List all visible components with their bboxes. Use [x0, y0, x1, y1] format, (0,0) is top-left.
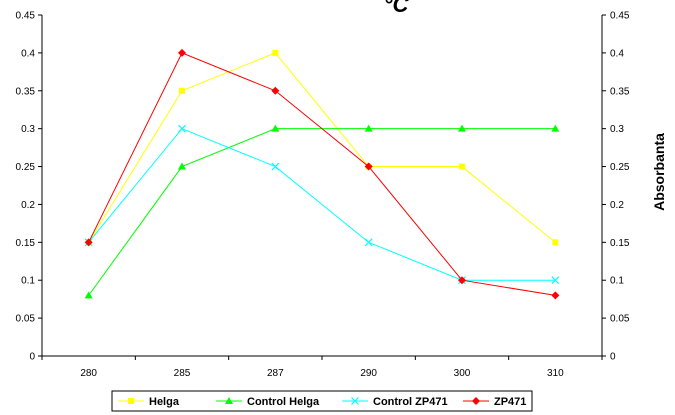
data-point-zp471	[458, 276, 466, 285]
y-tick-label-right: 0.25	[610, 162, 630, 173]
y-tick-label-left: 0	[29, 352, 35, 363]
series-control-zp471	[84, 124, 560, 285]
series-line-helga	[88, 52, 556, 243]
x-tick-label: 280	[80, 368, 97, 379]
data-point-control-helga	[84, 291, 93, 299]
legend-swatch-marker	[472, 397, 480, 405]
data-point-control-zp471	[364, 238, 373, 247]
data-point-helga	[272, 49, 279, 56]
legend-label: Control Helga	[247, 396, 320, 408]
data-point-control-zp471	[551, 276, 560, 285]
data-point-helga	[179, 87, 185, 94]
x-tick-label: 285	[174, 368, 191, 379]
y-tick-label-left: 0.05	[16, 314, 36, 325]
y-tick-label-right: 0.4	[610, 48, 624, 59]
y-tick-label-right: 0.45	[610, 11, 630, 22]
x-tick-label: 300	[454, 368, 471, 379]
x-tick-label: 290	[360, 368, 377, 379]
y-tick-label-left: 0.3	[21, 124, 35, 135]
data-point-control-zp471	[271, 162, 280, 171]
series-line-control-helga	[88, 128, 556, 296]
data-point-control-helga	[178, 162, 186, 170]
y-tick-label-left: 0.35	[16, 86, 36, 97]
chart-title: °C	[384, 0, 410, 17]
legend-label: Control ZP471	[373, 396, 448, 408]
y-axis-label-right: Absorbanta	[651, 133, 667, 211]
data-point-helga	[459, 163, 465, 170]
series-helga	[85, 49, 559, 246]
y-tick-label-right: 0.3	[610, 124, 624, 135]
data-point-control-helga	[458, 124, 466, 132]
y-tick-label-right: 0.05	[610, 314, 630, 325]
marker-stroke	[364, 238, 373, 247]
x-tick-label: 287	[267, 368, 284, 379]
y-tick-label-left: 0.2	[21, 200, 35, 211]
axes: 0 0 0.05 0.05 0.1 0.1 0.15 0.15 0.2 0.2 0.25 0.25 0.…	[16, 11, 630, 380]
legend-swatch-marker	[225, 397, 233, 404]
y-tick-label-left: 0.4	[21, 48, 35, 59]
series-line-zp471	[88, 52, 556, 296]
data-point-control-helga	[364, 124, 373, 132]
legend-box	[111, 390, 533, 412]
data-point-control-zp471	[178, 124, 186, 133]
y-tick-label-left: 0.25	[16, 162, 36, 173]
y-tick-label-right: 0.15	[610, 238, 630, 249]
y-tick-label-left: 0.1	[21, 276, 35, 287]
marker-stroke	[351, 397, 359, 405]
data-point-zp471	[271, 86, 280, 95]
legend-item-helga: Helga	[118, 396, 180, 408]
y-tick-label-left: 0.45	[16, 11, 36, 22]
x-tick-label: 310	[547, 368, 564, 379]
data-point-control-helga	[551, 124, 560, 132]
data-point-zp471	[178, 48, 186, 57]
series-line-control-zp471	[88, 128, 556, 281]
data-point-zp471	[84, 238, 93, 247]
y-tick-label-right: 0.35	[610, 86, 630, 97]
legend: Helga Control Helga Control ZP471 ZP471	[111, 390, 533, 412]
y-tick-label-right: 0	[610, 352, 616, 363]
y-tick-label-right: 0.1	[610, 276, 624, 287]
legend-swatch-marker	[128, 398, 134, 404]
y-tick-label-left: 0.15	[16, 238, 36, 249]
legend-label: ZP471	[494, 396, 526, 408]
y-tick-label-right: 0.2	[610, 200, 624, 211]
data-point-zp471	[364, 162, 373, 171]
series-group	[84, 48, 560, 300]
data-point-zp471	[551, 291, 560, 300]
legend-label: Helga	[149, 396, 180, 408]
legend-swatch-marker	[351, 397, 359, 405]
marker-stroke	[551, 276, 560, 285]
data-point-helga	[552, 239, 559, 246]
marker-stroke	[271, 162, 280, 171]
series-control-helga	[84, 124, 560, 299]
legend-item-control-zp471: Control ZP471	[342, 396, 448, 408]
data-point-control-helga	[271, 124, 280, 132]
legend-item-control-helga: Control Helga	[216, 396, 320, 408]
legend-item-zp471: ZP471	[463, 396, 526, 408]
marker-stroke	[178, 124, 186, 133]
series-zp471	[84, 48, 560, 300]
